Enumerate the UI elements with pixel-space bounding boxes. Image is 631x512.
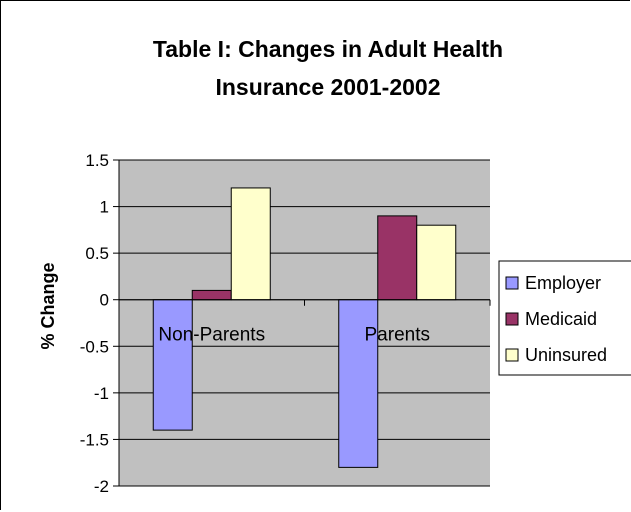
chart-title-line-1: Table I: Changes in Adult Health: [153, 36, 503, 62]
y-tick-label: -0.5: [80, 337, 109, 356]
bar-employer-non-parents: [152, 299, 193, 431]
y-tick-label: 0: [100, 291, 109, 310]
y-tick-label: 1.5: [85, 151, 109, 170]
y-tick-label: 1: [100, 198, 109, 217]
legend-swatch-uninsured: [505, 348, 519, 362]
plot-area: 1.5 1 0.5 0 -0.5 -1 -1.5 -2 Non-Parents Parents: [80, 151, 491, 496]
category-label: Non-Parents: [158, 325, 265, 346]
legend-label-medicaid: Medicaid: [525, 309, 597, 329]
y-tick-label: 0.5: [85, 244, 109, 263]
title-spacer: [128, 116, 491, 138]
y-tick-label: -1: [94, 384, 109, 403]
y-tick-label: -2: [94, 477, 109, 496]
bar-uninsured-non-parents: [230, 187, 271, 301]
legend-swatch-employer: [505, 276, 519, 290]
legend: Employer Medicaid Uninsured: [498, 260, 631, 376]
chart-title-line-2: Insurance 2001-2002: [215, 74, 440, 100]
legend-swatch-medicaid: [505, 312, 519, 326]
category-label: Parents: [365, 325, 430, 346]
bar-uninsured-parents: [416, 224, 457, 301]
y-axis-label: % Change: [38, 262, 58, 349]
legend-label-uninsured: Uninsured: [525, 345, 607, 365]
legend-box: [498, 260, 631, 376]
y-tick-label: -1.5: [80, 430, 109, 449]
legend-label-employer: Employer: [525, 273, 601, 293]
bar-medicaid-parents: [377, 215, 418, 301]
bar-employer-parents: [338, 299, 379, 468]
bar-medicaid-non-parents: [191, 289, 232, 301]
